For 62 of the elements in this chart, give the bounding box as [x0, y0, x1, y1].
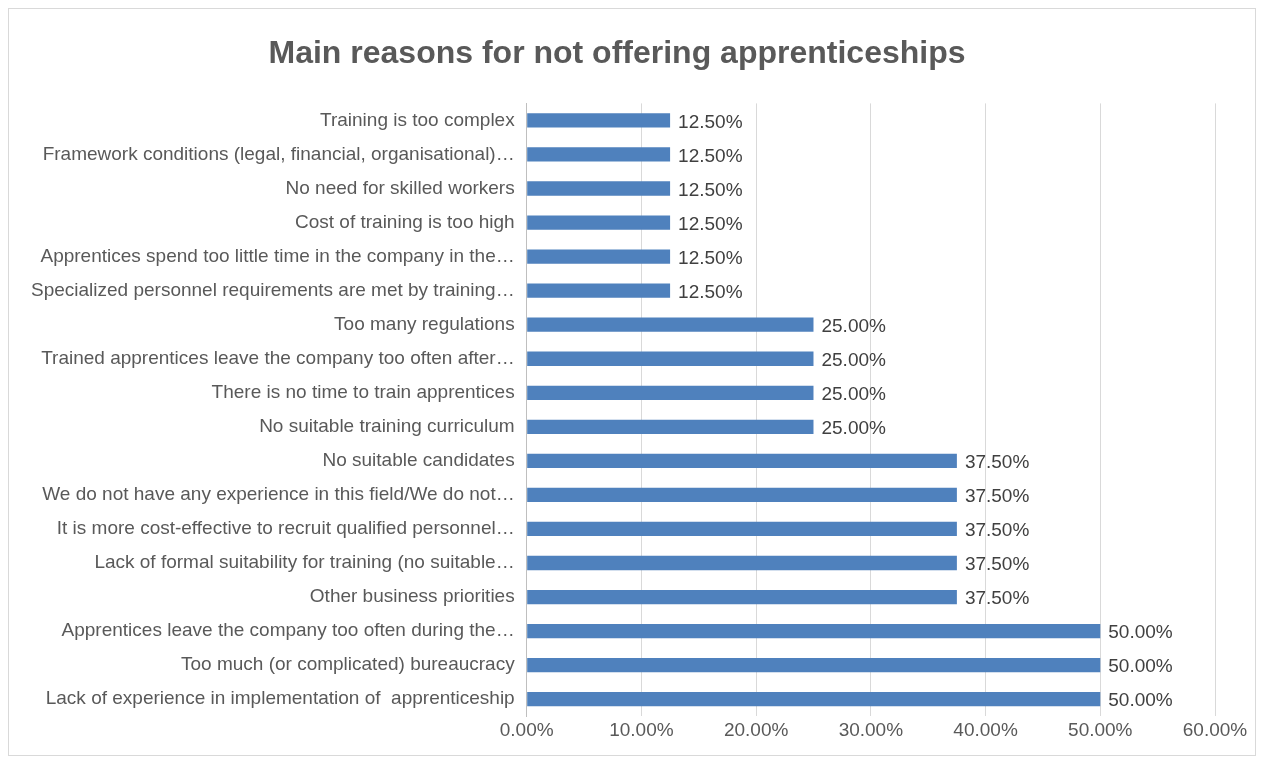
y-tick-label: No suitable training curriculum — [259, 415, 515, 437]
data-label: 12.50% — [678, 246, 743, 268]
data-label: 37.50% — [964, 587, 1030, 609]
y-tick-label: Training is too complex — [320, 108, 516, 130]
data-label: 12.50% — [678, 280, 743, 302]
x-tick-label: 10.00% — [609, 718, 674, 740]
x-tick-label: 0.00% — [499, 718, 554, 740]
data-label: 50.00% — [1108, 689, 1173, 711]
bar — [527, 521, 957, 537]
chart-title: Main reasons for not offering apprenticeships — [268, 34, 966, 71]
bar — [527, 147, 671, 162]
y-tick-label: There is no time to train apprentices — [211, 381, 515, 403]
bar — [527, 555, 957, 571]
data-label: 37.50% — [964, 485, 1030, 507]
y-tick-label: Other business priorities — [309, 585, 515, 607]
data-label: 25.00% — [821, 314, 887, 336]
bar — [527, 623, 1101, 639]
y-tick-label: Lack of formal suitability for training (no suitable… — [94, 551, 515, 573]
bar — [527, 283, 671, 298]
data-label: 12.50% — [678, 212, 743, 234]
x-tick-label: 50.00% — [1068, 718, 1133, 740]
bar — [527, 385, 814, 400]
data-label: 25.00% — [821, 417, 887, 439]
bar — [527, 317, 814, 332]
bar — [527, 249, 671, 264]
bar — [527, 215, 671, 230]
y-tick-label: No suitable candidates — [322, 449, 515, 471]
bar — [527, 453, 957, 469]
data-label: 37.50% — [964, 451, 1030, 473]
bar — [527, 351, 814, 366]
data-label: 50.00% — [1108, 655, 1173, 677]
bar — [527, 113, 671, 128]
y-tick-label: Cost of training is too high — [295, 210, 515, 232]
bar — [527, 181, 671, 196]
x-tick-label: 20.00% — [723, 718, 789, 740]
y-tick-label: Framework conditions (legal, financial, organisational)… — [42, 142, 515, 164]
data-label: 12.50% — [678, 110, 743, 132]
y-tick-label: It is more cost-effective to recruit qualified personnel… — [56, 517, 515, 539]
bar — [527, 487, 957, 503]
x-tick-label: 40.00% — [953, 718, 1018, 740]
y-tick-label: We do not have any experience in this field/We do not… — [42, 483, 515, 505]
bar — [527, 589, 957, 605]
bar — [527, 657, 1101, 673]
x-tick-label: 60.00% — [1182, 718, 1248, 740]
x-tick-label: 30.00% — [838, 718, 904, 740]
y-tick-label: No need for skilled workers — [285, 176, 515, 198]
bar — [527, 419, 814, 434]
y-tick-label: Apprentices spend too little time in the company in the… — [40, 244, 515, 266]
data-label: 25.00% — [821, 348, 887, 370]
data-label: 12.50% — [678, 178, 743, 200]
y-tick-label: Lack of experience in implementation of apprenticeship — [45, 687, 515, 709]
y-tick-label: Trained apprentices leave the company too often after… — [41, 346, 515, 368]
data-label: 50.00% — [1108, 621, 1173, 643]
data-label: 12.50% — [678, 144, 743, 166]
y-tick-label: Apprentices leave the company too often during the… — [61, 619, 515, 641]
data-label: 25.00% — [821, 383, 887, 405]
y-tick-label: Too many regulations — [334, 312, 515, 334]
y-tick-label: Too much (or complicated) bureaucracy — [180, 653, 516, 675]
data-label: 37.50% — [964, 519, 1030, 541]
y-tick-label: Specialized personnel requirements are met by training… — [30, 278, 515, 300]
bar — [527, 692, 1101, 707]
data-label: 37.50% — [964, 553, 1030, 575]
